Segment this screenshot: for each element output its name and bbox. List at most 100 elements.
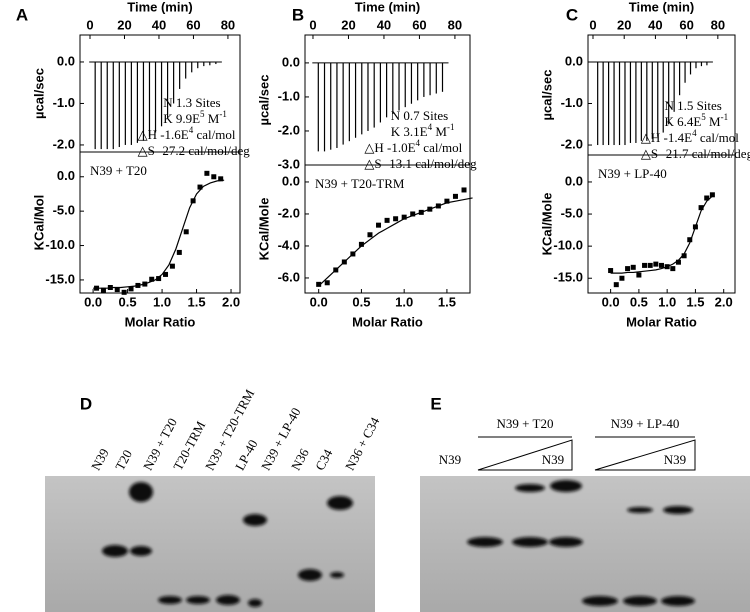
x-tick-label: 0.0 xyxy=(310,294,328,309)
data-point xyxy=(681,253,687,259)
gel-e-bands xyxy=(467,480,695,606)
data-point xyxy=(625,266,631,272)
y-axis-title: µcal/sec xyxy=(31,68,46,119)
plot-label: N39 + LP-40 xyxy=(598,166,667,181)
y-tick-label: 0.0 xyxy=(565,53,583,68)
fit-parameter-part: K 9.9E xyxy=(163,111,200,126)
x-axis-title: Molar Ratio xyxy=(626,314,697,329)
data-point xyxy=(452,193,458,199)
data-point xyxy=(211,174,217,180)
fit-parameter: △H -1.6E4 cal/mol xyxy=(138,125,236,142)
x-tick-label: 40 xyxy=(648,17,662,32)
y-tick-label: -2.0 xyxy=(561,136,583,151)
fit-parameter: △H -1.0E4 cal/mol xyxy=(364,138,462,155)
data-point xyxy=(393,216,399,222)
y-tick-label: -10.0 xyxy=(45,237,75,252)
x-tick-label: 60 xyxy=(186,17,200,32)
data-point xyxy=(316,281,322,287)
x-axis-title: Time (min) xyxy=(629,0,695,14)
data-point xyxy=(401,214,407,220)
fit-parameter-part: 4 xyxy=(428,122,433,132)
fit-parameter-part: △S -27.2 cal/mol/deg xyxy=(138,143,251,158)
x-tick-label: 0 xyxy=(309,17,316,32)
fit-parameter-part: M xyxy=(432,124,447,139)
data-point xyxy=(121,289,127,295)
fit-parameter-part: -1 xyxy=(721,112,729,122)
y-tick-label: -4.0 xyxy=(278,237,300,252)
data-point xyxy=(410,211,416,217)
fit-parameter-part: K 6.4E xyxy=(664,114,701,129)
fit-parameter: △S -27.2 cal/mol/deg xyxy=(138,143,251,158)
fit-parameter-part: 5 xyxy=(200,109,205,119)
data-point xyxy=(100,287,106,293)
x-tick-label: 1.0 xyxy=(153,294,171,309)
fit-parameter-part: M xyxy=(205,111,220,126)
x-tick-label: 0.5 xyxy=(352,294,370,309)
y-tick-label: -5.0 xyxy=(53,203,75,218)
fit-parameter: K 3.1E4 M-1 xyxy=(391,122,455,139)
y-axis-title: µcal/sec xyxy=(539,70,554,121)
y-tick-label: 0.0 xyxy=(565,173,583,188)
fit-parameter-part: 4 xyxy=(692,128,697,138)
x-tick-label: 60 xyxy=(679,17,693,32)
fit-parameter-part: △H -1.0E xyxy=(364,140,415,155)
data-point xyxy=(704,195,710,201)
lane-label: T20 xyxy=(112,447,135,473)
x-tick-label: 20 xyxy=(117,17,131,32)
data-point xyxy=(128,286,134,292)
y-tick-label: -3.0 xyxy=(278,156,300,171)
group-title: N39 + LP-40 xyxy=(611,416,680,431)
panel-letter: B xyxy=(292,5,304,24)
ramp-label: N39 xyxy=(664,452,686,467)
fit-parameter: K 9.9E5 M-1 xyxy=(163,109,227,126)
lane-label: N36 + C34 xyxy=(342,414,383,473)
lane-label: C34 xyxy=(312,446,336,473)
y-axis-title: µcal/sec xyxy=(256,75,271,126)
data-point xyxy=(444,198,450,204)
x-tick-label: 0.0 xyxy=(84,294,102,309)
y-tick-label: -5.0 xyxy=(561,205,583,220)
fit-parameter: △H -1.4E4 cal/mol xyxy=(641,128,739,145)
fit-parameter-part: 5 xyxy=(701,112,706,122)
fit-parameter: N 0.7 Sites xyxy=(391,108,448,123)
fit-parameter-part: 4 xyxy=(189,125,194,135)
fit-parameter-part: N 0.7 Sites xyxy=(391,108,448,123)
y-tick-label: -1.0 xyxy=(53,95,75,110)
data-point xyxy=(376,222,382,228)
x-tick-label: 60 xyxy=(412,17,426,32)
fit-parameter-part: N 1.3 Sites xyxy=(163,95,220,110)
x-tick-label: 0 xyxy=(86,17,93,32)
panel-letter: C xyxy=(566,5,578,24)
plot-frame xyxy=(587,154,736,294)
x-axis-title: Molar Ratio xyxy=(125,314,196,329)
ramp-label: N39 xyxy=(542,452,564,467)
data-point xyxy=(204,170,210,176)
x-tick-label: 0 xyxy=(589,17,596,32)
fit-parameter: N 1.5 Sites xyxy=(664,98,721,113)
plot-label: N39 + T20-TRM xyxy=(315,176,405,191)
plot-frame xyxy=(79,151,241,294)
gel-e-ramps xyxy=(477,436,696,471)
data-point xyxy=(461,187,467,193)
y-tick-label: 0.0 xyxy=(282,54,300,69)
x-tick-label: 0.5 xyxy=(630,294,648,309)
fit-parameter-part: △H -1.4E xyxy=(641,130,692,145)
y-axis-title: KCal/Mole xyxy=(256,198,271,261)
data-point xyxy=(619,275,625,281)
data-point xyxy=(156,276,162,282)
gel-d xyxy=(45,476,375,612)
fit-curve xyxy=(318,197,473,287)
data-point xyxy=(642,262,648,268)
x-tick-label: 1.5 xyxy=(686,294,704,309)
y-tick-label: -15.0 xyxy=(553,270,583,285)
fit-parameter-part: K 3.1E xyxy=(391,124,428,139)
fit-parameter-part: M xyxy=(706,114,721,129)
panel-letter: D xyxy=(80,394,92,413)
x-tick-label: 40 xyxy=(152,17,166,32)
fit-parameter-part: 4 xyxy=(416,138,421,148)
data-point xyxy=(709,192,715,198)
data-point xyxy=(367,232,373,238)
y-axis-title: KCal/Mole xyxy=(539,193,554,256)
row-label: N39 xyxy=(439,452,461,467)
